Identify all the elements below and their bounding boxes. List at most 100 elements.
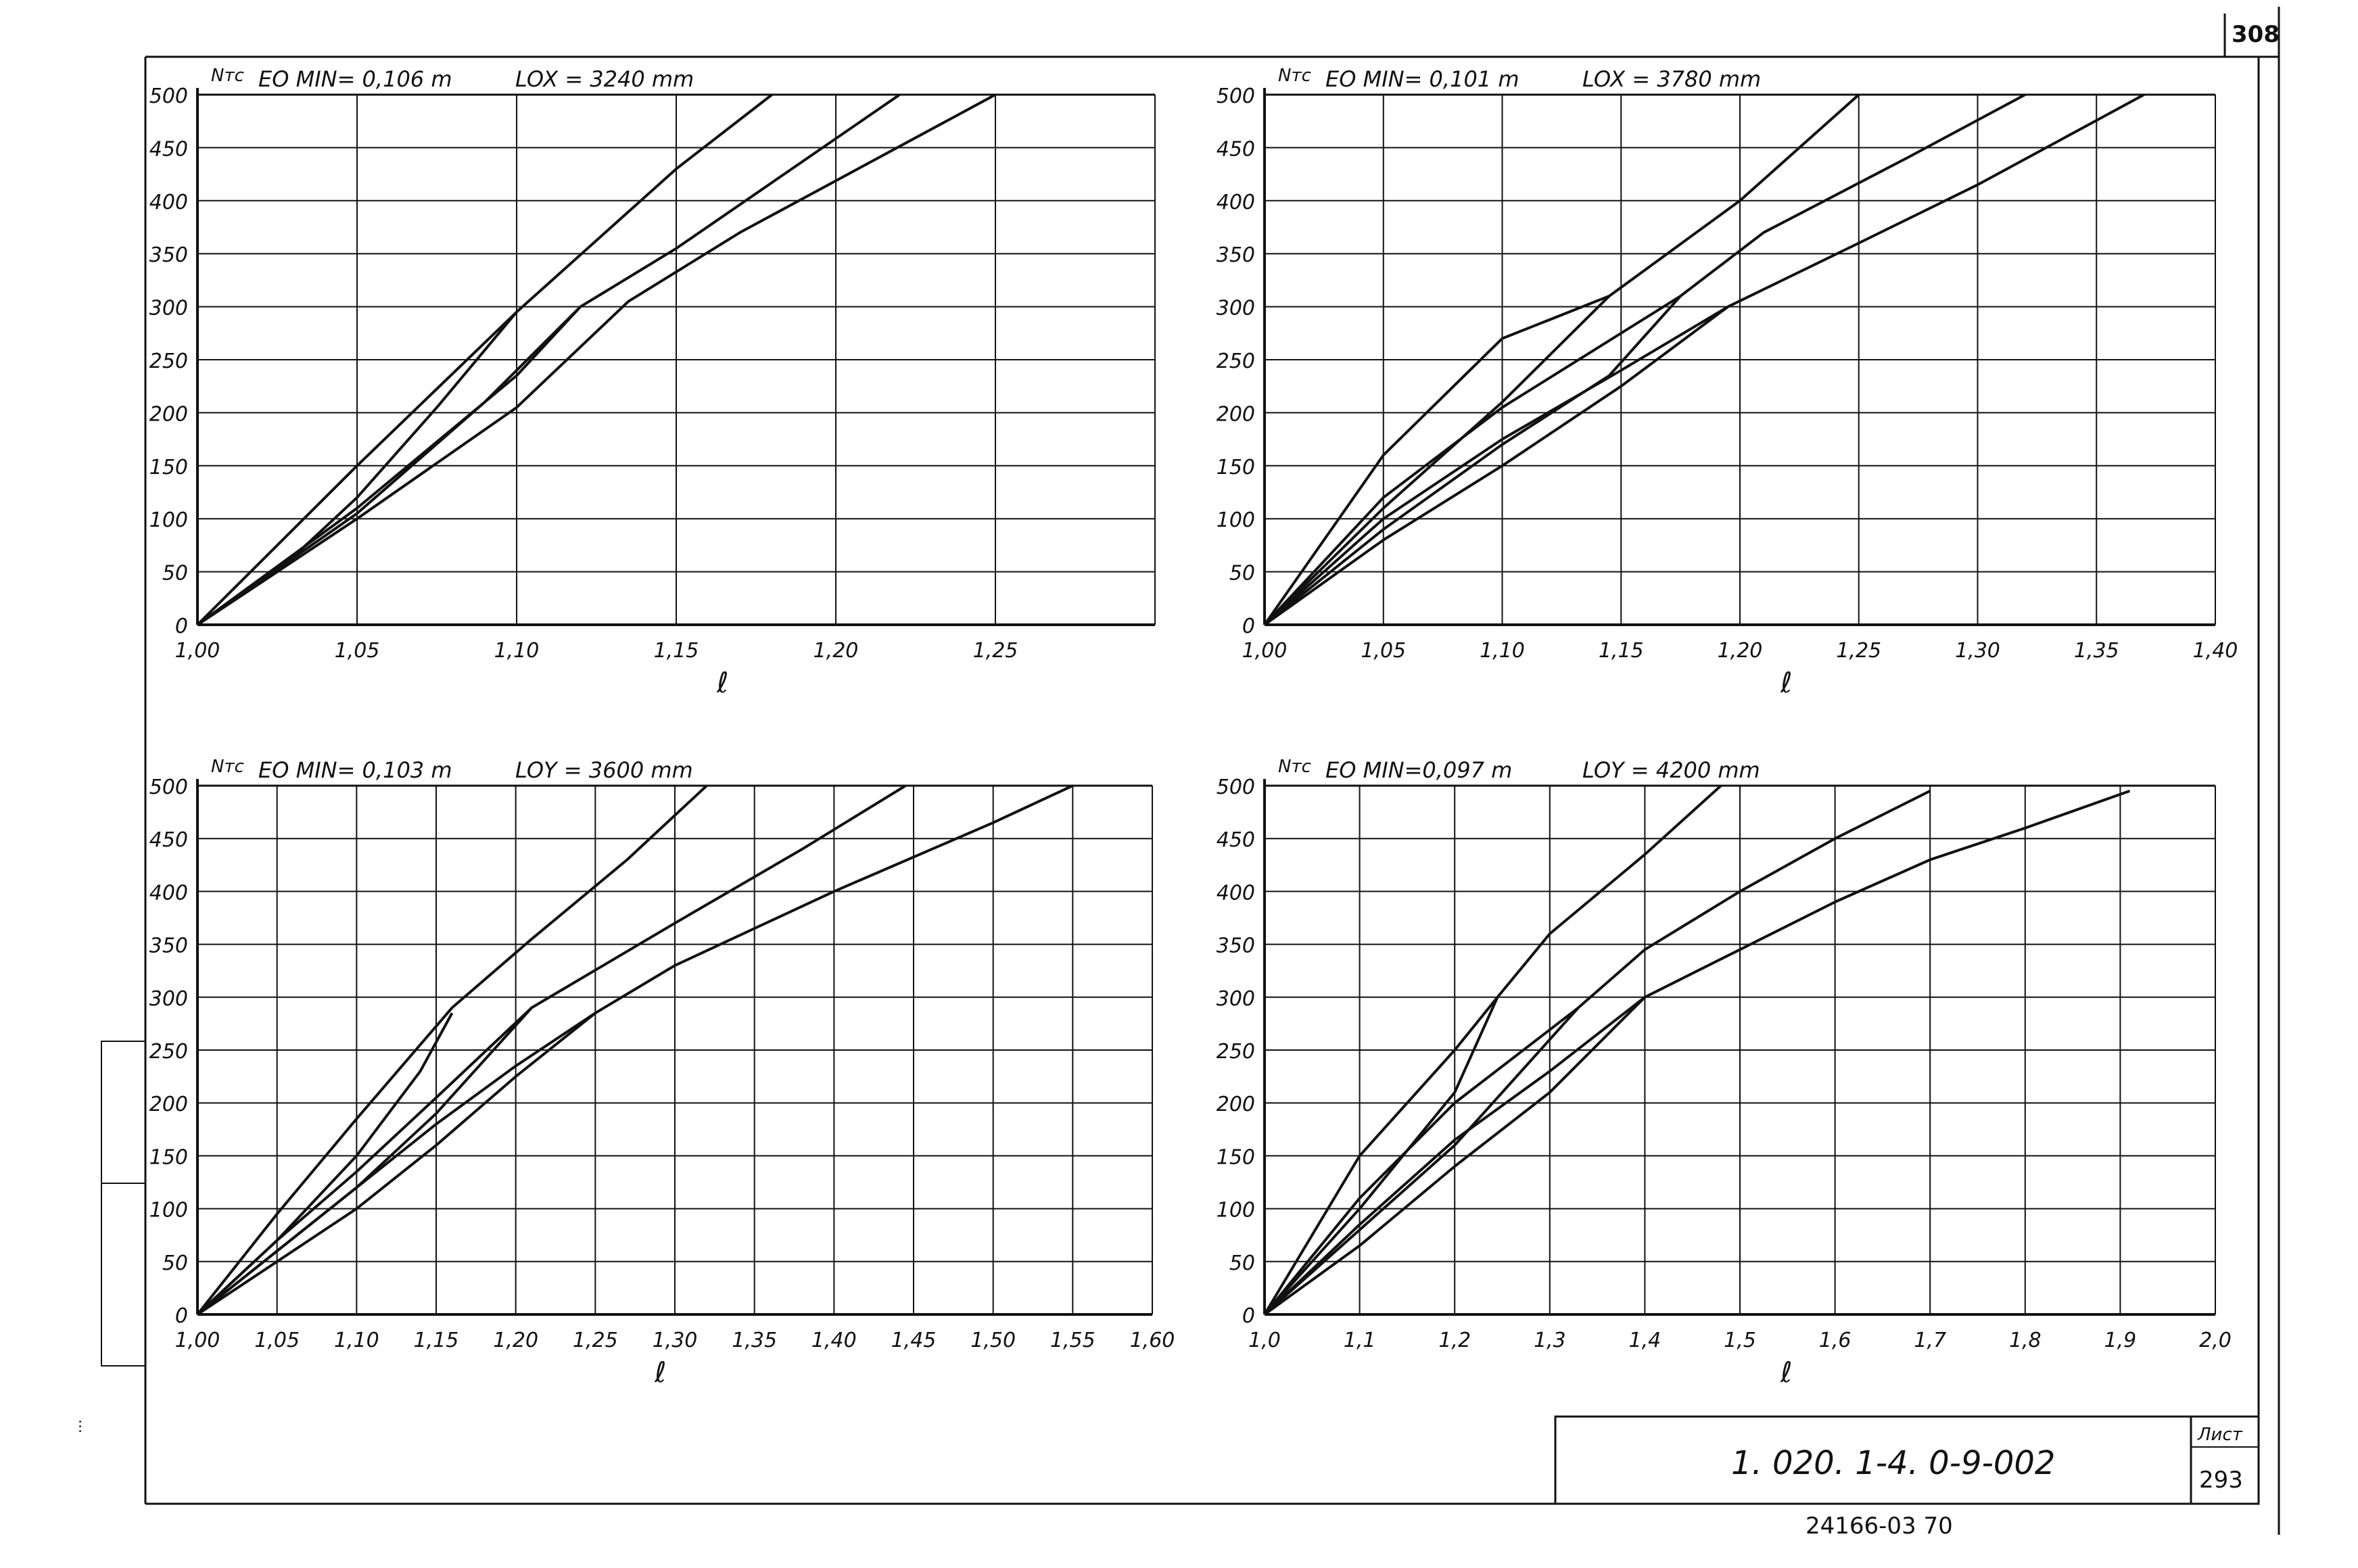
y-tick-label: 100 xyxy=(149,1199,188,1222)
y-tick-label: 250 xyxy=(149,1040,188,1064)
series-line xyxy=(196,311,518,626)
y-tick-label: 350 xyxy=(149,243,188,267)
series-line xyxy=(196,1012,454,1316)
y-tick-label: 150 xyxy=(1217,1145,1255,1169)
chart-panel-bottom-left: 0 50 100 150 200 250 300 350 400 450 500 1,00 1,05 1,… xyxy=(149,757,1175,1389)
x-tick-label: 1,25 xyxy=(1836,639,1881,663)
title-block: 1. 020. 1-4. 0-9-002 Лист 293 24166-03 7… xyxy=(1554,1415,2260,1540)
x-tick-label: 1,9 xyxy=(2104,1329,2137,1352)
sheet-label: Лист xyxy=(2197,1425,2243,1445)
series-line xyxy=(196,1012,596,1316)
x-tick-label: 1,4 xyxy=(1629,1329,1661,1352)
y-tick-label: 0 xyxy=(1242,615,1255,638)
x-tick-label: 1,30 xyxy=(1955,639,2000,663)
x-tick-label: 1,2 xyxy=(1438,1329,1471,1352)
x-tick-label: 1,05 xyxy=(335,639,380,663)
y-tick-label: 150 xyxy=(149,1145,188,1169)
x-tick-label: 2,0 xyxy=(2199,1329,2232,1352)
y-axis-label: Nтс xyxy=(211,66,244,86)
chart-title-right: LOY = 4200 mm xyxy=(1582,757,1760,783)
chart-title-left: EO MIN= 0,106 m xyxy=(258,66,452,92)
y-tick-label: 0 xyxy=(175,615,188,638)
y-tick-label: 400 xyxy=(149,881,188,905)
y-tick-label: 300 xyxy=(1217,987,1255,1011)
y-tick-label: 250 xyxy=(1217,350,1255,373)
y-tick-label: 0 xyxy=(1242,1304,1255,1328)
y-tick-label: 500 xyxy=(149,85,188,108)
y-tick-label: 450 xyxy=(149,137,188,161)
series-line xyxy=(1263,93,1860,626)
y-tick-label: 100 xyxy=(1217,1199,1255,1222)
chart-title-right: LOX = 3240 mm xyxy=(515,66,694,92)
y-tick-label: 200 xyxy=(1217,402,1255,426)
y-axis-label: Nтс xyxy=(1278,757,1311,777)
y-tick-label: 500 xyxy=(1217,85,1255,108)
x-tick-label: 1,3 xyxy=(1534,1329,1566,1352)
chart-title-left: EO MIN= 0,103 m xyxy=(258,757,452,783)
x-tick-label: 1,6 xyxy=(1819,1329,1852,1352)
y-tick-label: 200 xyxy=(1217,1093,1255,1116)
x-tick-label: 1,1 xyxy=(1344,1329,1376,1352)
y-tick-label: 150 xyxy=(149,456,188,479)
margin-note-text: ... xyxy=(68,1419,85,1433)
y-tick-label: 500 xyxy=(1217,776,1255,799)
y-tick-label: 250 xyxy=(1217,1040,1255,1064)
x-tick-label: 1,35 xyxy=(732,1329,777,1352)
y-tick-label: 400 xyxy=(1217,191,1255,214)
chart-title-left: EO MIN=0,097 m xyxy=(1325,757,1512,783)
x-tick-label: 1,7 xyxy=(1914,1329,1946,1352)
y-tick-label: 250 xyxy=(149,350,188,373)
series-line xyxy=(1263,789,2131,1316)
chart-title-right: LOX = 3780 mm xyxy=(1582,66,1761,92)
y-tick-label: 150 xyxy=(1217,456,1255,479)
x-tick-label: 1,35 xyxy=(2074,639,2119,663)
series-line xyxy=(1263,790,1931,1316)
x-tick-label: 1,40 xyxy=(2193,639,2238,663)
x-tick-label: 1,00 xyxy=(175,1329,220,1352)
x-tick-label: 1,00 xyxy=(1242,639,1288,663)
x-tick-label: 1,25 xyxy=(973,639,1018,663)
x-tick-label: 1,15 xyxy=(1599,639,1644,663)
x-tick-label: 1,20 xyxy=(813,639,859,663)
chart-panel-bottom-right: 0 50 100 150 200 250 300 350 400 450 500 1,0 1,1 1,2 1… xyxy=(1217,757,2232,1389)
series-line xyxy=(1263,996,1499,1316)
y-tick-label: 450 xyxy=(1217,137,1255,161)
series-line xyxy=(196,93,996,626)
y-tick-label: 350 xyxy=(1217,934,1255,958)
y-axis-label: Nтс xyxy=(1278,66,1311,86)
series-line xyxy=(1263,996,1646,1316)
y-tick-label: 50 xyxy=(1229,562,1255,586)
x-tick-label: 1,20 xyxy=(1718,639,1763,663)
chart-panel-top-right: 0 50 100 150 200 250 300 350 400 450 500 1,00 1,05 1,… xyxy=(1217,66,2238,699)
x-tick-label: 1,50 xyxy=(970,1329,1016,1352)
x-tick-label: 1,15 xyxy=(654,639,699,663)
x-axis-label: ℓ xyxy=(1780,666,1792,699)
sheet-corner-number: 308 xyxy=(2232,21,2280,48)
series-line xyxy=(196,784,907,1316)
series-line xyxy=(196,306,582,626)
series-line xyxy=(1263,295,1682,626)
x-axis-label: ℓ xyxy=(716,666,728,699)
y-tick-label: 450 xyxy=(1217,828,1255,852)
chart-title-right: LOY = 3600 mm xyxy=(515,757,693,783)
x-tick-label: 1,25 xyxy=(573,1329,618,1352)
y-tick-label: 450 xyxy=(149,828,188,852)
y-tick-label: 100 xyxy=(149,508,188,532)
y-tick-label: 300 xyxy=(1217,297,1255,320)
x-tick-label: 1,00 xyxy=(175,639,220,663)
x-axis-label: ℓ xyxy=(654,1356,666,1389)
series-line xyxy=(196,784,708,1316)
x-tick-label: 1,55 xyxy=(1050,1329,1095,1352)
y-tick-label: 300 xyxy=(149,987,188,1011)
x-tick-label: 1,20 xyxy=(493,1329,538,1352)
chart-panel-top-left: 0 50 100 150 200 250 300 350 400 450 500 1,00 1,05 1,… xyxy=(149,66,1156,699)
series-line xyxy=(196,93,901,626)
x-tick-label: 1,8 xyxy=(2009,1329,2042,1352)
y-tick-label: 300 xyxy=(149,297,188,320)
series-line xyxy=(1263,93,2145,626)
y-tick-label: 100 xyxy=(1217,508,1255,532)
x-tick-label: 1,60 xyxy=(1130,1329,1175,1352)
x-tick-label: 1,30 xyxy=(653,1329,698,1352)
margin-note: ... xyxy=(68,1419,85,1433)
